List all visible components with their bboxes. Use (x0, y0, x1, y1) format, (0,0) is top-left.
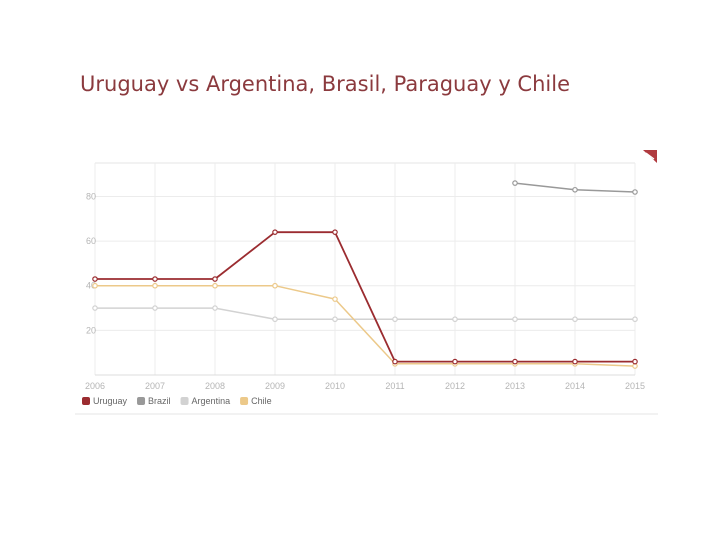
y-tick-label: 20 (86, 325, 96, 335)
legend-label: Argentina (192, 396, 231, 406)
data-point-chile[interactable] (272, 282, 278, 289)
export-menu-icon[interactable] (643, 150, 657, 163)
series-line-uruguay (95, 231, 635, 363)
legend-item-uruguay[interactable]: Uruguay (82, 396, 128, 406)
data-point-chile[interactable] (632, 363, 638, 369)
x-tick-label: 2009 (265, 381, 285, 391)
legend-swatch (240, 397, 249, 405)
y-tick-label: 60 (86, 236, 96, 246)
data-point-argentina[interactable] (272, 316, 278, 323)
data-point-uruguay[interactable] (212, 276, 218, 282)
data-point-brazil[interactable] (632, 189, 638, 195)
chart-legend: Uruguay Brazil Argentina Chile (82, 396, 272, 406)
series-brazil (512, 180, 638, 195)
data-point-argentina[interactable] (452, 316, 458, 323)
x-tick-label: 2011 (385, 381, 404, 391)
data-point-chile[interactable] (152, 282, 158, 289)
data-point-chile[interactable] (92, 282, 98, 289)
x-tick-label: 2013 (505, 381, 525, 391)
legend-label: Brazil (148, 396, 171, 406)
legend-swatch (137, 397, 146, 405)
data-point-argentina[interactable] (512, 316, 518, 323)
data-point-uruguay[interactable] (572, 358, 578, 365)
data-point-uruguay[interactable] (632, 358, 638, 365)
data-point-chile[interactable] (212, 282, 218, 289)
slide-title: Uruguay vs Argentina, Brasil, Paraguay y… (80, 72, 570, 96)
legend-swatch (82, 397, 90, 405)
x-tick-label: 2006 (85, 381, 105, 391)
data-point-brazil[interactable] (572, 186, 578, 193)
data-point-argentina[interactable] (152, 305, 158, 311)
x-tick-label: 2012 (445, 381, 465, 391)
chart-grid (94, 162, 636, 375)
data-point-argentina[interactable] (212, 305, 218, 311)
legend-label: Uruguay (93, 396, 128, 406)
chart-series (92, 180, 638, 369)
y-tick-label: 80 (86, 191, 96, 201)
data-point-brazil[interactable] (512, 180, 518, 186)
x-tick-label: 2008 (205, 381, 225, 391)
series-uruguay (92, 229, 638, 365)
data-point-argentina[interactable] (92, 305, 98, 311)
data-point-uruguay[interactable] (452, 358, 458, 365)
legend-item-brazil[interactable]: Brazil (137, 396, 171, 406)
series-line-chile (95, 284, 636, 367)
x-tick-label: 2010 (325, 381, 345, 391)
data-point-argentina[interactable] (332, 316, 338, 323)
data-point-argentina[interactable] (572, 316, 578, 323)
data-point-argentina[interactable] (392, 316, 398, 323)
legend-label: Chile (251, 396, 272, 406)
chart-axes: 2006 2007 2008 2009 2010 2011 2012 2013 2014 2015… (85, 191, 645, 391)
y-tick-label: 40 (86, 281, 96, 291)
data-point-argentina[interactable] (632, 316, 638, 323)
series-argentina (92, 305, 638, 323)
data-point-uruguay[interactable] (392, 358, 398, 365)
data-point-uruguay[interactable] (272, 229, 278, 235)
legend-item-chile[interactable]: Chile (240, 396, 272, 406)
data-point-uruguay[interactable] (512, 358, 518, 365)
data-point-uruguay[interactable] (332, 229, 338, 235)
x-tick-label: 2015 (625, 381, 645, 391)
legend-swatch (180, 397, 189, 405)
legend-item-argentina[interactable]: Argentina (180, 396, 231, 406)
data-point-uruguay[interactable] (152, 276, 158, 282)
x-tick-label: 2007 (145, 381, 165, 391)
x-tick-label: 2014 (565, 381, 585, 391)
data-point-uruguay[interactable] (92, 276, 98, 282)
series-line-argentina (95, 307, 635, 320)
data-point-chile[interactable] (332, 296, 338, 302)
